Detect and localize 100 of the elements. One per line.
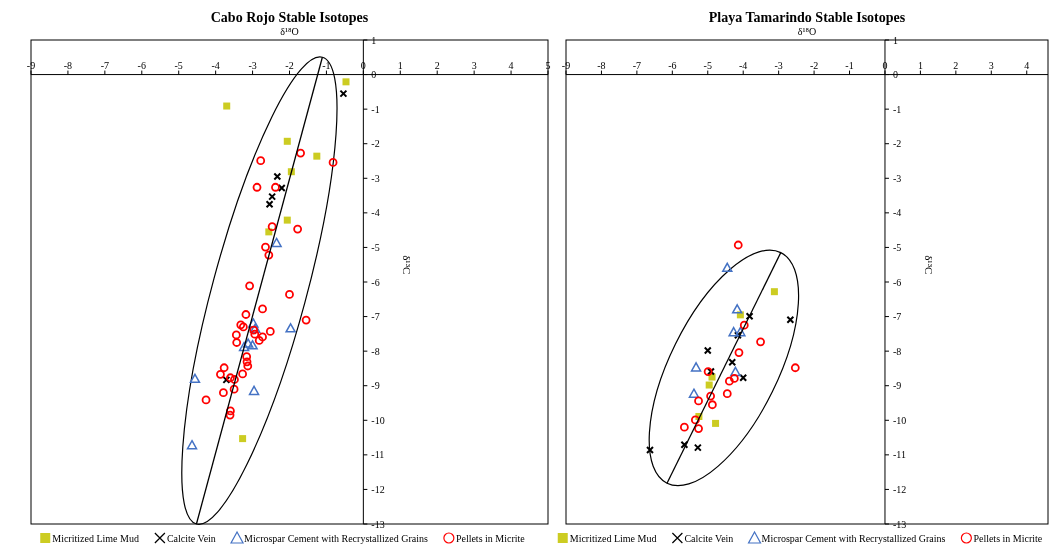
point [226,373,235,383]
x-tick-label: 4 [1024,59,1030,71]
point [242,357,252,367]
point [728,358,737,367]
point [230,375,239,384]
x-tick-label: 5 [545,59,551,71]
x-tick-label: -3 [774,59,783,71]
y-tick-label: 0 [892,69,898,81]
point [328,157,338,167]
point [731,304,743,314]
point [254,336,264,345]
x-tick-label: 2 [434,59,440,71]
x-tick-label: 1 [917,59,923,71]
point [238,341,250,352]
point [216,369,225,379]
point [285,290,294,299]
y-tick-label: -6 [892,276,902,288]
x-tick-label: -5 [174,59,183,71]
y-tick-label: -9 [892,380,902,392]
point [256,156,266,166]
point [688,388,700,398]
x-tick-label: -9 [26,59,36,71]
point [248,318,259,328]
point [285,323,296,333]
x-tick-label: 4 [508,59,514,71]
x-tick-label: 0 [882,59,888,71]
y-tick-label: -6 [371,276,380,288]
point [238,369,247,379]
y-tick-label: 0 [371,69,377,81]
point [733,240,743,250]
point [739,320,749,330]
y-tick-label: -12 [892,483,907,495]
y-tick-label: -7 [371,311,380,323]
x-tick-label: 3 [988,59,994,71]
y-tick-label: -12 [371,483,385,495]
point [186,439,198,450]
point [252,182,262,192]
legend-label: Pellets in Micrite [455,533,526,544]
point [705,381,713,389]
y-tick-label: -13 [371,518,385,530]
legend-label: Pellets in Micrite [973,533,1043,544]
y-axis-title: δ¹³C [401,255,414,275]
point [243,361,253,371]
point [273,172,282,181]
point [265,327,275,336]
point [724,376,734,386]
point [248,385,260,396]
y-tick-label: -8 [892,345,902,357]
point [219,388,228,398]
point [708,373,716,381]
point [241,310,251,319]
x-axis-title: δ¹⁸O [797,26,817,37]
point [258,304,267,314]
y-tick-label: -11 [371,449,385,461]
x-tick-label: 0 [360,59,366,71]
x-tick-label: -2 [285,59,294,71]
x-tick-label: -8 [63,59,73,71]
x-tick-label: -7 [632,59,642,71]
point [261,242,270,252]
y-tick-label: -7 [892,311,902,323]
x-tick-label: -9 [561,59,571,71]
point [728,326,739,337]
y-tick-label: -13 [892,518,907,530]
y-tick-label: 1 [371,34,377,46]
point [734,348,744,357]
point [265,200,274,209]
point [722,389,732,399]
y-tick-label: 1 [892,34,898,46]
x-tick-label: 3 [471,59,477,71]
point [189,373,201,384]
y-tick-label: -3 [892,172,902,184]
legend-label: Calcite Vein [684,533,734,544]
point [786,315,795,324]
x-tick-label: -7 [100,59,110,71]
point [283,137,291,145]
point [219,363,229,373]
y-tick-label: -10 [892,414,907,426]
point [229,384,239,394]
point [690,415,700,425]
x-tick-label: -3 [248,59,257,71]
x-tick-label: -4 [739,59,748,71]
point [264,250,274,260]
point [722,262,733,273]
point [707,400,717,410]
point [283,216,291,224]
point [690,362,702,372]
point [231,330,241,340]
legend-label: Micritized Lime Mud [52,533,139,544]
point [242,338,254,348]
x-tick-label: -5 [703,59,712,71]
point [258,332,267,342]
x-tick-label: -2 [809,59,819,71]
point [271,182,280,192]
point [712,419,720,427]
point [730,366,741,377]
point [225,410,235,420]
x-tick-label: -4 [211,59,220,71]
point [245,281,255,291]
y-tick-label: -2 [892,138,902,150]
x-tick-label: -6 [137,59,146,71]
